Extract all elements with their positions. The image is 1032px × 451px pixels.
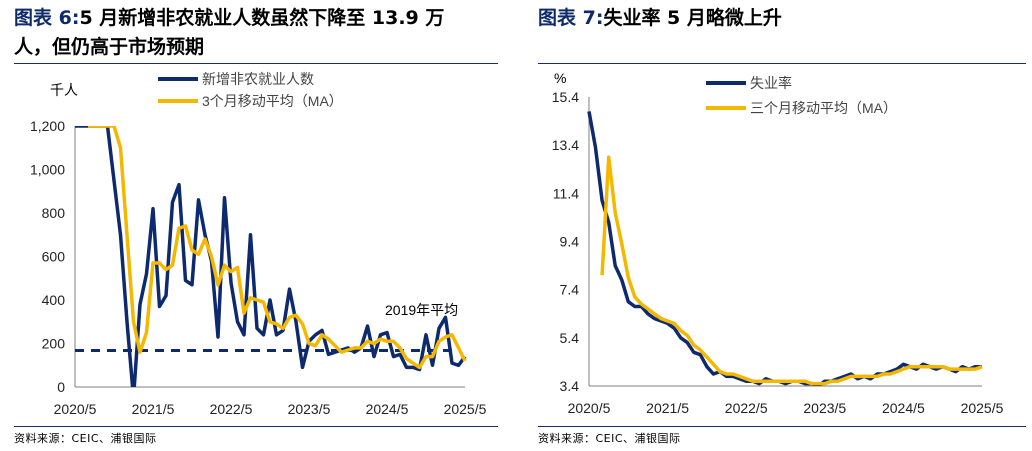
title-divider: [14, 63, 498, 64]
x-tick-label: 2024/5: [366, 401, 409, 417]
series-line-moving-average: [600, 155, 983, 386]
unemployment-chart-svg: 3.4 5.4 7.4 9.4 11.4 13.4 15.4 2020/5 2021/5 2022…: [552, 70, 1004, 416]
chart-panel-nonfarm: 图表 6:5 月新增非农就业人数虽然下降至 13.9 万 人，但仍高于市场预期 …: [0, 0, 500, 451]
y-tick-label: 5.4: [560, 330, 580, 346]
y-tick-label: 1,200: [30, 118, 65, 134]
chart-title-nonfarm: 图表 6:5 月新增非农就业人数虽然下降至 13.9 万 人，但仍高于市场预期: [14, 4, 444, 62]
y-tick-label: 0: [57, 379, 65, 395]
title-divider: [538, 63, 1026, 64]
x-tick-label: 2022/5: [725, 400, 768, 416]
source-note: 资料来源：CEIC、浦银国际: [538, 432, 681, 445]
y-axis-unit-label: %: [554, 70, 566, 86]
y-tick-label: 11.4: [553, 185, 579, 201]
chart-title-unemployment: 图表 7:失业率 5 月略微上升: [538, 4, 782, 33]
x-tick-label: 2024/5: [882, 400, 925, 416]
y-tick-label: 15.4: [552, 89, 579, 105]
legend-label: 失业率: [750, 75, 792, 91]
figure-label: 图表 6:: [14, 7, 80, 29]
source-note: 资料来源：CEIC、浦银国际: [14, 432, 157, 445]
y-tick-label: 400: [42, 292, 66, 308]
series-line-primary: [587, 111, 982, 386]
annotation-2019-average: 2019年平均: [385, 302, 458, 318]
y-tick-label: 600: [42, 249, 66, 265]
y-tick-label: 7.4: [560, 282, 580, 298]
x-tick-label: 2023/5: [803, 400, 846, 416]
x-tick-label: 2021/5: [646, 400, 689, 416]
chart-panel-unemployment: 图表 7:失业率 5 月略微上升 3.4 5.4 7.4 9.4 11.4 13.4 15.…: [516, 0, 1032, 451]
plot-area: 3.4 5.4 7.4 9.4 11.4 13.4 15.4 2020/5 2021/5 2022…: [552, 70, 1004, 416]
y-tick-label: 200: [42, 336, 66, 352]
x-tick-label: 2025/5: [444, 401, 487, 417]
legend-label: 三个月移动平均（MA）: [750, 100, 897, 116]
x-tick-label: 2022/5: [210, 401, 253, 417]
title-text: 失业率 5 月略微上升: [603, 7, 782, 29]
title-line-1: 5 月新增非农就业人数虽然下降至 13.9 万: [79, 7, 445, 29]
x-tick-label: 2021/5: [132, 401, 175, 417]
y-tick-label: 1,000: [30, 162, 65, 178]
y-axis-unit-label: 千人: [50, 82, 78, 98]
y-tick-label: 800: [42, 205, 66, 221]
y-tick-label: 3.4: [560, 378, 580, 394]
plot-area: 0 200 400 600 800 1,000 1,200 2020/5 2021/5 2022/…: [30, 71, 487, 417]
series-line-primary: [75, 126, 467, 387]
legend-label: 3个月移动平均（MA）: [202, 93, 343, 109]
source-divider: [538, 426, 1026, 427]
legend-label: 新增非农就业人数: [202, 71, 314, 87]
title-line-2: 人，但仍高于市场预期: [14, 36, 205, 58]
x-tick-label: 2023/5: [288, 401, 331, 417]
nonfarm-chart-svg: 0 200 400 600 800 1,000 1,200 2020/5 2021/5 2022/…: [30, 71, 487, 417]
x-tick-label: 2020/5: [54, 401, 97, 417]
x-tick-label: 2025/5: [961, 400, 1004, 416]
source-divider: [14, 426, 498, 427]
y-tick-label: 13.4: [552, 137, 579, 153]
figure-label: 图表 7:: [538, 7, 604, 29]
series-line-moving-average: [88, 126, 467, 370]
y-tick-label: 9.4: [560, 234, 580, 250]
x-tick-label: 2020/5: [568, 400, 611, 416]
